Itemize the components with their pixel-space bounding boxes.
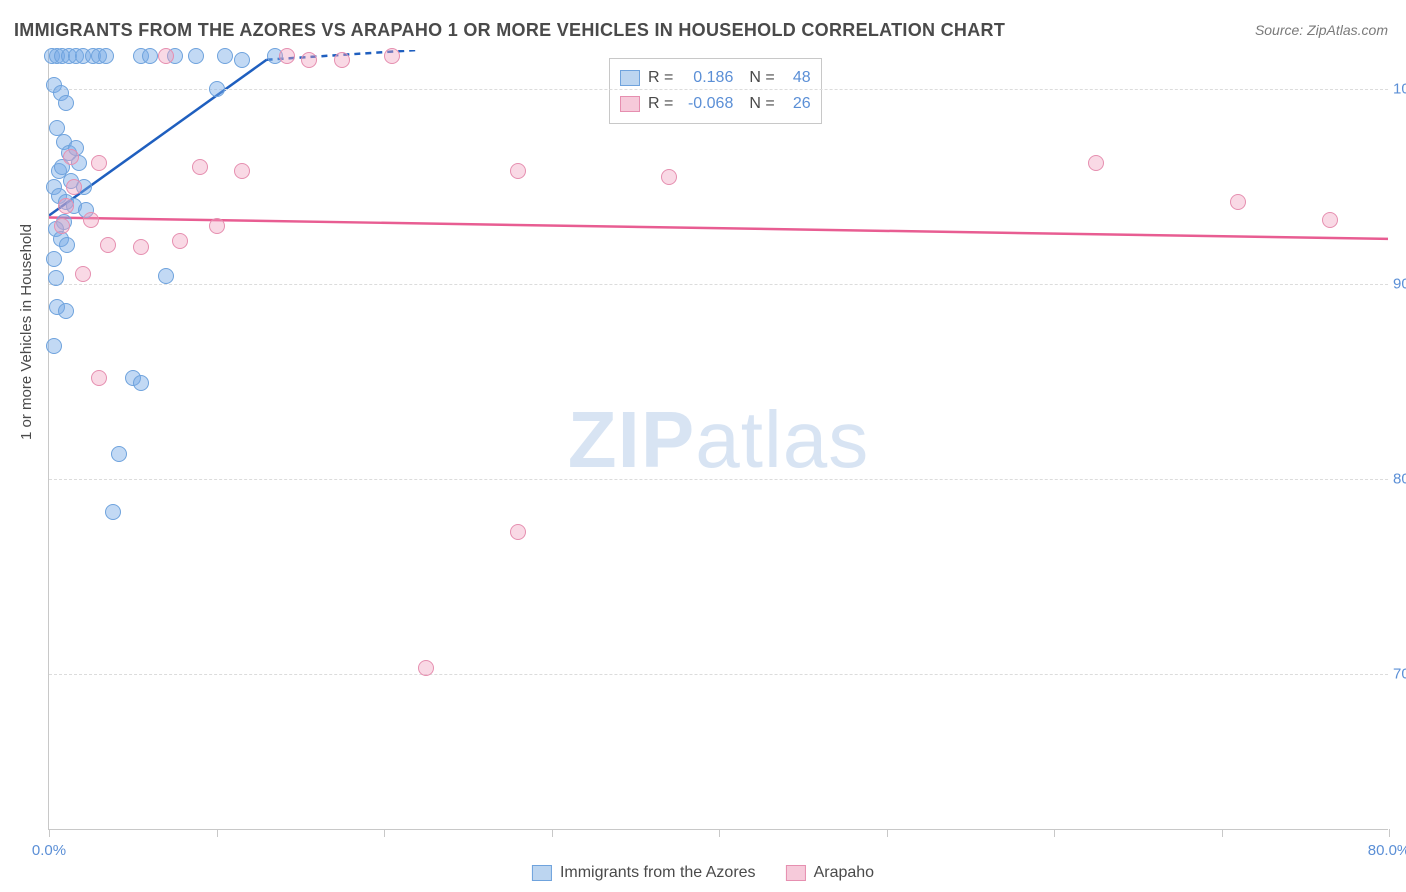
scatter-point [133, 375, 149, 391]
scatter-point [172, 233, 188, 249]
bottom-legend: Immigrants from the Azores Arapaho [532, 864, 874, 882]
y-tick-label: 90.0% [1393, 276, 1406, 293]
stats-legend-row: R = -0.068 N = 26 [620, 91, 811, 117]
scatter-point [209, 81, 225, 97]
scatter-point [142, 48, 158, 64]
scatter-point [301, 52, 317, 68]
scatter-point [91, 155, 107, 171]
scatter-point [1088, 155, 1104, 171]
stats-legend: R = 0.186 N = 48 R = -0.068 N = 26 [609, 58, 822, 124]
scatter-point [54, 218, 70, 234]
scatter-point [105, 504, 121, 520]
stat-r-label: R = [648, 69, 673, 87]
scatter-point [58, 303, 74, 319]
stat-r-value: 0.186 [681, 69, 733, 87]
legend-label: Immigrants from the Azores [560, 864, 756, 882]
gridline [49, 479, 1388, 480]
x-tick [552, 829, 553, 837]
scatter-point [75, 266, 91, 282]
legend-swatch [620, 96, 640, 112]
scatter-point [510, 524, 526, 540]
stat-r-value: -0.068 [681, 95, 733, 113]
scatter-point [209, 218, 225, 234]
scatter-point [59, 237, 75, 253]
stat-n-value: 26 [783, 95, 811, 113]
plot-area: ZIPatlas R =0.186N =48R =-0.068N =26 70.… [48, 50, 1388, 830]
scatter-point [510, 163, 526, 179]
scatter-point [58, 198, 74, 214]
x-tick [217, 829, 218, 837]
x-tick [1222, 829, 1223, 837]
scatter-point [158, 48, 174, 64]
gridline [49, 89, 1388, 90]
scatter-point [234, 163, 250, 179]
watermark-bold: ZIP [568, 395, 695, 484]
x-tick [719, 829, 720, 837]
x-tick [49, 829, 50, 837]
legend-swatch [532, 865, 552, 881]
scatter-point [661, 169, 677, 185]
scatter-point [158, 268, 174, 284]
watermark-light: atlas [695, 395, 869, 484]
scatter-point [46, 251, 62, 267]
watermark: ZIPatlas [568, 394, 869, 486]
bottom-legend-item: Immigrants from the Azores [532, 864, 756, 882]
scatter-point [234, 52, 250, 68]
legend-swatch [786, 865, 806, 881]
scatter-point [100, 237, 116, 253]
scatter-point [46, 338, 62, 354]
scatter-point [384, 48, 400, 64]
scatter-point [188, 48, 204, 64]
source-label: Source: ZipAtlas.com [1255, 22, 1388, 38]
scatter-point [63, 149, 79, 165]
x-tick-label: 80.0% [1368, 842, 1406, 859]
scatter-point [83, 212, 99, 228]
scatter-point [98, 48, 114, 64]
scatter-point [58, 95, 74, 111]
scatter-point [91, 370, 107, 386]
chart-title: IMMIGRANTS FROM THE AZORES VS ARAPAHO 1 … [14, 20, 1005, 41]
y-axis-label: 1 or more Vehicles in Household [18, 224, 35, 440]
stat-n-label: N = [749, 69, 774, 87]
scatter-point [48, 270, 64, 286]
scatter-point [1322, 212, 1338, 228]
scatter-point [279, 48, 295, 64]
x-tick [384, 829, 385, 837]
bottom-legend-item: Arapaho [786, 864, 875, 882]
scatter-point [1230, 194, 1246, 210]
y-tick-label: 100.0% [1393, 81, 1406, 98]
trend-lines-svg [49, 50, 1388, 829]
y-tick-label: 70.0% [1393, 666, 1406, 683]
x-tick [887, 829, 888, 837]
scatter-point [66, 179, 82, 195]
scatter-point [418, 660, 434, 676]
stat-n-value: 48 [783, 69, 811, 87]
scatter-point [217, 48, 233, 64]
x-tick [1054, 829, 1055, 837]
x-tick-label: 0.0% [32, 842, 66, 859]
scatter-point [133, 239, 149, 255]
scatter-point [334, 52, 350, 68]
stat-r-label: R = [648, 95, 673, 113]
x-tick [1389, 829, 1390, 837]
gridline [49, 284, 1388, 285]
y-tick-label: 80.0% [1393, 471, 1406, 488]
stats-legend-row: R = 0.186 N = 48 [620, 65, 811, 91]
legend-swatch [620, 70, 640, 86]
legend-label: Arapaho [814, 864, 875, 882]
stat-n-label: N = [749, 95, 774, 113]
trend-line [49, 217, 1388, 238]
scatter-point [192, 159, 208, 175]
gridline [49, 674, 1388, 675]
scatter-point [111, 446, 127, 462]
